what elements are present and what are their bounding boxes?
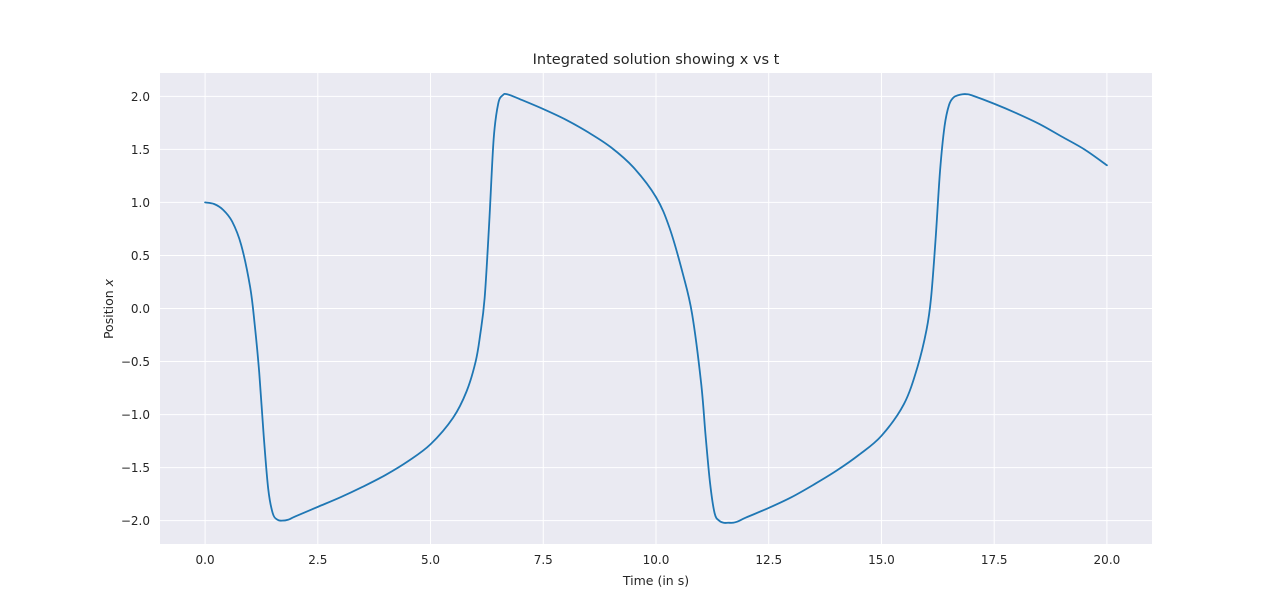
x-tick-label: 17.5 [981, 553, 1008, 567]
x-tick-labels: 0.0 2.5 5.0 7.5 10.0 12.5 15.0 17.5 20.0 [196, 553, 1121, 567]
y-tick-label: 0.5 [131, 249, 150, 263]
chart-title: Integrated solution showing x vs t [533, 52, 780, 68]
y-tick-labels: −2.0 −1.5 −1.0 −0.5 0.0 0.5 1.0 1.5 2.0 [121, 90, 150, 528]
x-tick-label: 5.0 [421, 553, 440, 567]
x-tick-label: 20.0 [1094, 553, 1121, 567]
y-tick-label: 1.5 [131, 143, 150, 157]
y-tick-label: −0.5 [121, 355, 150, 369]
x-tick-label: 10.0 [643, 553, 670, 567]
x-tick-label: 15.0 [868, 553, 895, 567]
y-tick-label: −2.0 [121, 514, 150, 528]
x-tick-label: 0.0 [196, 553, 215, 567]
y-axis-label: Position x [101, 278, 116, 339]
y-tick-label: −1.0 [121, 408, 150, 422]
y-axis-label-prefix: Position [101, 286, 116, 339]
x-tick-label: 12.5 [755, 553, 782, 567]
x-axis-label: Time (in s) [622, 573, 689, 588]
y-tick-label: 2.0 [131, 90, 150, 104]
y-tick-label: 1.0 [131, 196, 150, 210]
y-tick-label: 0.0 [131, 302, 150, 316]
series-line [204, 92, 1108, 524]
y-axis-label-variable: x [101, 278, 116, 287]
y-tick-label: −1.5 [121, 461, 150, 475]
x-tick-label: 7.5 [534, 553, 553, 567]
x-tick-label: 2.5 [308, 553, 327, 567]
grid-lines [160, 73, 1152, 544]
